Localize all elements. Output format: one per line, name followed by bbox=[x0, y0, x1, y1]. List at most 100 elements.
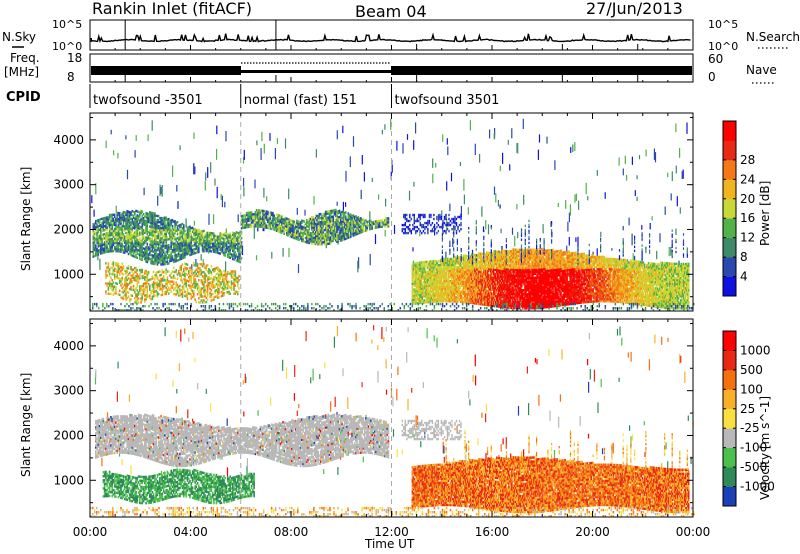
noise-cell bbox=[641, 225, 643, 230]
data-cell bbox=[299, 225, 302, 228]
data-cell bbox=[152, 254, 155, 257]
data-cell bbox=[272, 212, 274, 215]
data-cell bbox=[151, 260, 154, 263]
data-cell bbox=[181, 232, 184, 236]
data-cell bbox=[113, 269, 116, 272]
data-cell bbox=[204, 286, 206, 290]
data-cell bbox=[208, 269, 210, 273]
data-cell bbox=[351, 222, 353, 226]
data-cell bbox=[117, 226, 120, 229]
data-cell bbox=[113, 215, 116, 218]
data-cell bbox=[427, 227, 429, 231]
data-cell bbox=[113, 273, 116, 276]
data-cell bbox=[275, 223, 278, 226]
data-cell bbox=[117, 211, 120, 215]
data-cell bbox=[146, 216, 149, 219]
data-cell bbox=[424, 289, 427, 292]
data-cell bbox=[112, 289, 115, 292]
data-cell bbox=[309, 223, 312, 227]
data-cell bbox=[166, 220, 169, 223]
data-cell bbox=[151, 240, 154, 243]
data-cell bbox=[255, 211, 258, 214]
data-cell bbox=[214, 285, 216, 288]
noise-cell bbox=[276, 138, 278, 144]
data-cell bbox=[331, 209, 333, 213]
data-cell bbox=[322, 214, 324, 218]
data-cell bbox=[150, 243, 152, 247]
data-cell bbox=[169, 231, 171, 235]
data-cell bbox=[136, 220, 139, 223]
data-cell bbox=[150, 231, 152, 235]
data-cell bbox=[139, 273, 141, 276]
data-cell bbox=[149, 237, 151, 240]
data-cell bbox=[118, 234, 121, 237]
data-cell bbox=[342, 236, 345, 239]
data-cell bbox=[161, 255, 164, 258]
data-cell bbox=[206, 286, 209, 289]
data-cell bbox=[137, 293, 140, 296]
data-cell bbox=[273, 226, 275, 229]
data-cell bbox=[167, 217, 170, 221]
data-cell bbox=[139, 269, 141, 272]
data-cell bbox=[155, 238, 157, 242]
data-cell bbox=[132, 226, 135, 230]
data-cell bbox=[172, 270, 175, 273]
data-cell bbox=[130, 211, 132, 214]
data-cell bbox=[121, 268, 123, 271]
data-cell bbox=[184, 251, 186, 255]
data-cell bbox=[348, 215, 351, 219]
data-cell bbox=[139, 257, 141, 261]
data-cell bbox=[176, 285, 179, 288]
data-cell bbox=[373, 222, 376, 225]
data-cell bbox=[175, 281, 177, 284]
data-cell bbox=[232, 282, 234, 285]
data-cell bbox=[287, 232, 289, 235]
data-cell bbox=[174, 260, 176, 263]
data-cell bbox=[425, 286, 428, 290]
data-cell bbox=[416, 267, 419, 271]
data-cell bbox=[324, 216, 327, 220]
data-cell bbox=[205, 290, 208, 294]
data-cell bbox=[414, 264, 417, 267]
data-cell bbox=[191, 228, 194, 231]
data-cell bbox=[92, 235, 95, 238]
data-cell bbox=[139, 219, 141, 222]
data-cell bbox=[128, 225, 131, 228]
data-cell bbox=[116, 225, 118, 229]
data-cell bbox=[162, 259, 165, 262]
data-cell bbox=[183, 232, 185, 235]
data-cell bbox=[205, 243, 208, 247]
data-cell bbox=[335, 228, 337, 232]
data-cell bbox=[229, 246, 231, 249]
noise-cell bbox=[446, 219, 448, 231]
data-cell bbox=[171, 233, 174, 236]
data-cell bbox=[327, 226, 329, 229]
data-cell bbox=[332, 219, 335, 222]
data-cell bbox=[218, 239, 220, 243]
data-cell bbox=[232, 255, 234, 259]
noise-cell bbox=[568, 236, 570, 246]
data-cell bbox=[106, 220, 108, 223]
data-cell bbox=[156, 271, 159, 274]
data-cell bbox=[199, 267, 201, 270]
data-cell bbox=[152, 246, 155, 249]
data-cell bbox=[345, 215, 347, 218]
data-cell bbox=[122, 223, 125, 226]
data-cell bbox=[111, 266, 113, 270]
data-cell bbox=[223, 288, 225, 291]
data-cell bbox=[140, 254, 142, 257]
data-cell bbox=[171, 251, 174, 254]
cpid-label: CPID bbox=[6, 90, 41, 105]
data-cell bbox=[172, 280, 175, 284]
data-cell bbox=[172, 250, 175, 254]
data-cell bbox=[155, 230, 157, 234]
data-cell bbox=[416, 263, 419, 267]
data-cell bbox=[93, 246, 96, 250]
data-cell bbox=[407, 227, 409, 231]
data-cell bbox=[186, 232, 189, 236]
data-cell bbox=[265, 226, 268, 229]
data-cell bbox=[224, 248, 226, 251]
data-cell bbox=[250, 221, 253, 224]
data-cell bbox=[216, 266, 219, 269]
data-cell bbox=[286, 219, 288, 222]
